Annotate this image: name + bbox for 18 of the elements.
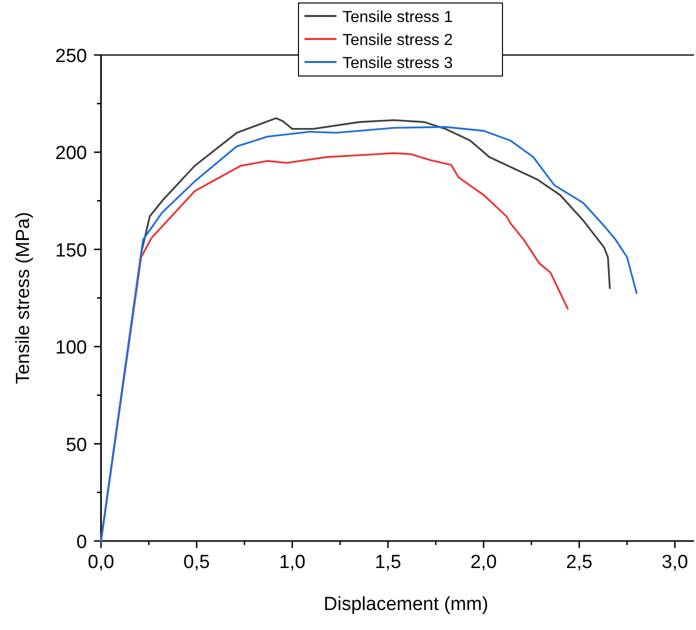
y-axis-title: Tensile stress (MPa) <box>13 212 34 384</box>
y-tick-label: 100 <box>55 338 87 359</box>
x-tick-label: 2,5 <box>566 552 592 573</box>
legend-label: Tensile stress 3 <box>342 55 453 72</box>
x-tick-label: 2,0 <box>470 552 497 573</box>
x-tick-label: 1,0 <box>279 552 306 573</box>
x-axis-title: Displacement (mm) <box>324 594 488 615</box>
x-tick-label: 3,0 <box>662 552 688 573</box>
y-tick-label: 50 <box>66 434 87 456</box>
legend-label: Tensile stress 1 <box>342 9 453 26</box>
x-tick-label: 1,5 <box>374 552 402 573</box>
legend-label: Tensile stress 2 <box>342 32 453 49</box>
y-tick-label: 150 <box>55 240 87 262</box>
x-tick-label: 0,0 <box>88 552 114 573</box>
y-tick-label: 200 <box>55 143 87 164</box>
x-tick-label: 0,5 <box>183 552 210 573</box>
y-tick-label: 250 <box>55 46 87 67</box>
y-tick-label: 0 <box>76 532 87 553</box>
